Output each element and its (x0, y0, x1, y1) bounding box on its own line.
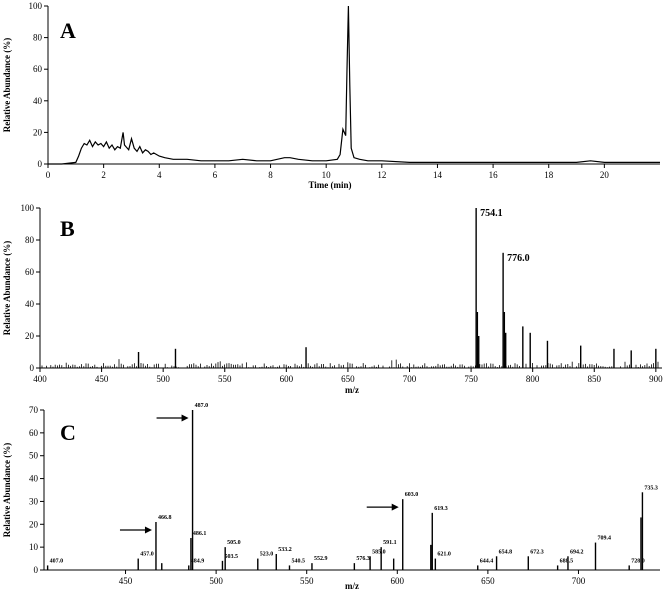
panel-b-xtick-label: 850 (588, 374, 602, 384)
panel-b-ytick-label: 20 (25, 331, 35, 341)
panel-a-xtick-label: 4 (157, 170, 162, 180)
panel-b-xtick-label: 600 (280, 374, 294, 384)
panel-b-label: B (60, 216, 75, 241)
panel-c-peak-label: 619.3 (434, 506, 448, 512)
panel-a-label: A (60, 18, 76, 43)
panel-c-peak-label: 672.3 (530, 549, 544, 555)
panel-b-ytick-label: 0 (30, 363, 35, 373)
panel-c-xtick-label: 650 (481, 576, 495, 586)
panel-c-peak-label: 484.9 (191, 558, 205, 564)
panel-a-xtick-label: 6 (213, 170, 218, 180)
panel-a-ytick-label: 80 (33, 33, 43, 43)
panel-c-arrow-head (144, 526, 152, 534)
panel-b-xtick-label: 700 (403, 374, 417, 384)
panel-c-peak-label: 533.2 (278, 547, 292, 553)
panel-a-ytick-label: 0 (38, 159, 43, 169)
panel-b-ytick-label: 80 (25, 235, 35, 245)
panel-c-peak-label: 694.2 (570, 549, 584, 555)
panel-c-ytick-label: 10 (29, 542, 39, 552)
panel-c-peak-label: 688.5 (560, 558, 574, 564)
panel-c-peak-label: 644.4 (480, 558, 494, 564)
panel-c-peak-label: 407.0 (50, 558, 64, 564)
panel-c-ytick-label: 40 (29, 474, 39, 484)
panel-a-xtick-label: 2 (101, 170, 106, 180)
panel-c-arrow-head (181, 414, 189, 422)
panel-c-ytick-label: 30 (29, 496, 39, 506)
panel-c-ytick-label: 70 (29, 405, 39, 415)
panel-c-peak-label: 486.1 (193, 531, 207, 537)
panel-a-ylabel: Relative Abundance (%) (2, 38, 12, 133)
panel-c-xtick-label: 550 (300, 576, 314, 586)
panel-a-series-line (48, 5, 660, 165)
panel-b-xtick-label: 800 (526, 374, 540, 384)
panel-a-xtick-label: 14 (433, 170, 443, 180)
panel-b-xtick-label: 650 (341, 374, 355, 384)
panel-c-peak-label: 728.0 (631, 558, 645, 564)
panel-c-peak-label: 540.5 (291, 558, 305, 564)
panel-a-xtick-label: 20 (600, 170, 610, 180)
panel-a-ytick-label: 60 (33, 64, 43, 74)
panel-c-xtick-label: 600 (391, 576, 405, 586)
panel-c-peak-label: 457.0 (140, 552, 154, 558)
panel-c-ytick-label: 60 (29, 428, 39, 438)
panel-b-xlabel: m/z (345, 385, 359, 395)
panel-a-xtick-label: 8 (268, 170, 273, 180)
panel-c-peak-label: 487.0 (195, 403, 209, 409)
panel-c-label: C (60, 420, 76, 445)
panel-c-ylabel: Relative Abundance (%) (2, 443, 12, 538)
panel-b-xtick-label: 400 (33, 374, 47, 384)
panel-c-peak-label: 523.0 (260, 552, 274, 558)
panel-c-peak-label: 603.0 (405, 492, 419, 498)
panel-a: A Relative Abundance (%) Time (min) 0 2 4 6… (2, 1, 660, 190)
panel-c-xtick-label: 700 (572, 576, 586, 586)
panel-b: B Relative Abundance (%) m/z 400 450 500 55… (2, 203, 663, 395)
panel-c-ytick-label: 50 (29, 451, 39, 461)
panel-c-peak-label: 505.0 (227, 540, 241, 546)
panel-a-xtick-label: 16 (489, 170, 499, 180)
panel-c-ytick-label: 20 (29, 519, 39, 529)
panel-c-peak-label: 576.3 (356, 556, 370, 562)
panel-c: C Relative Abundance (%) m/z 450 500 550 60… (2, 403, 660, 591)
panel-a-xlabel: Time (min) (308, 180, 351, 190)
panel-c-peak-label: 654.8 (499, 549, 513, 555)
panel-b-ylabel: Relative Abundance (%) (2, 241, 12, 336)
panel-b-xtick-label: 550 (218, 374, 232, 384)
panel-b-ytick-label: 60 (25, 267, 35, 277)
panel-b-xtick-label: 450 (95, 374, 109, 384)
panel-c-peak-label: 621.0 (437, 552, 451, 558)
panel-b-xtick-label: 900 (649, 374, 663, 384)
panel-c-peak-label: 735.3 (644, 485, 658, 491)
panel-a-ytick-label: 100 (29, 1, 43, 11)
panel-c-ytick-label: 0 (34, 565, 39, 575)
panel-b-peak-label: 754.1 (480, 208, 503, 219)
panel-a-xtick-label: 0 (46, 170, 51, 180)
panel-c-peak-label: 552.9 (314, 556, 328, 562)
panel-c-xtick-label: 500 (209, 576, 223, 586)
panel-b-xtick-label: 750 (464, 374, 478, 384)
panel-c-arrow-head (391, 503, 399, 511)
panel-c-peak-label: 585.0 (372, 549, 386, 555)
panel-a-xtick-label: 18 (544, 170, 554, 180)
panel-c-peak-label: 591.1 (383, 540, 397, 546)
panel-a-ytick-label: 40 (33, 96, 43, 106)
panel-b-ytick-label: 100 (21, 203, 35, 213)
panel-b-xtick-label: 500 (156, 374, 170, 384)
panel-c-xlabel: m/z (345, 581, 359, 591)
panel-c-peak-label: 503.5 (224, 554, 238, 560)
panel-b-peak-label: 776.0 (507, 253, 530, 264)
panel-a-xtick-label: 12 (377, 170, 386, 180)
panel-c-peak-label: 466.8 (158, 515, 172, 521)
panel-c-xtick-label: 450 (119, 576, 133, 586)
panel-a-xtick-label: 10 (322, 170, 332, 180)
panel-b-ytick-label: 40 (25, 299, 35, 309)
panel-c-peak-label: 709.4 (598, 536, 612, 542)
panel-a-ytick-label: 20 (33, 127, 43, 137)
